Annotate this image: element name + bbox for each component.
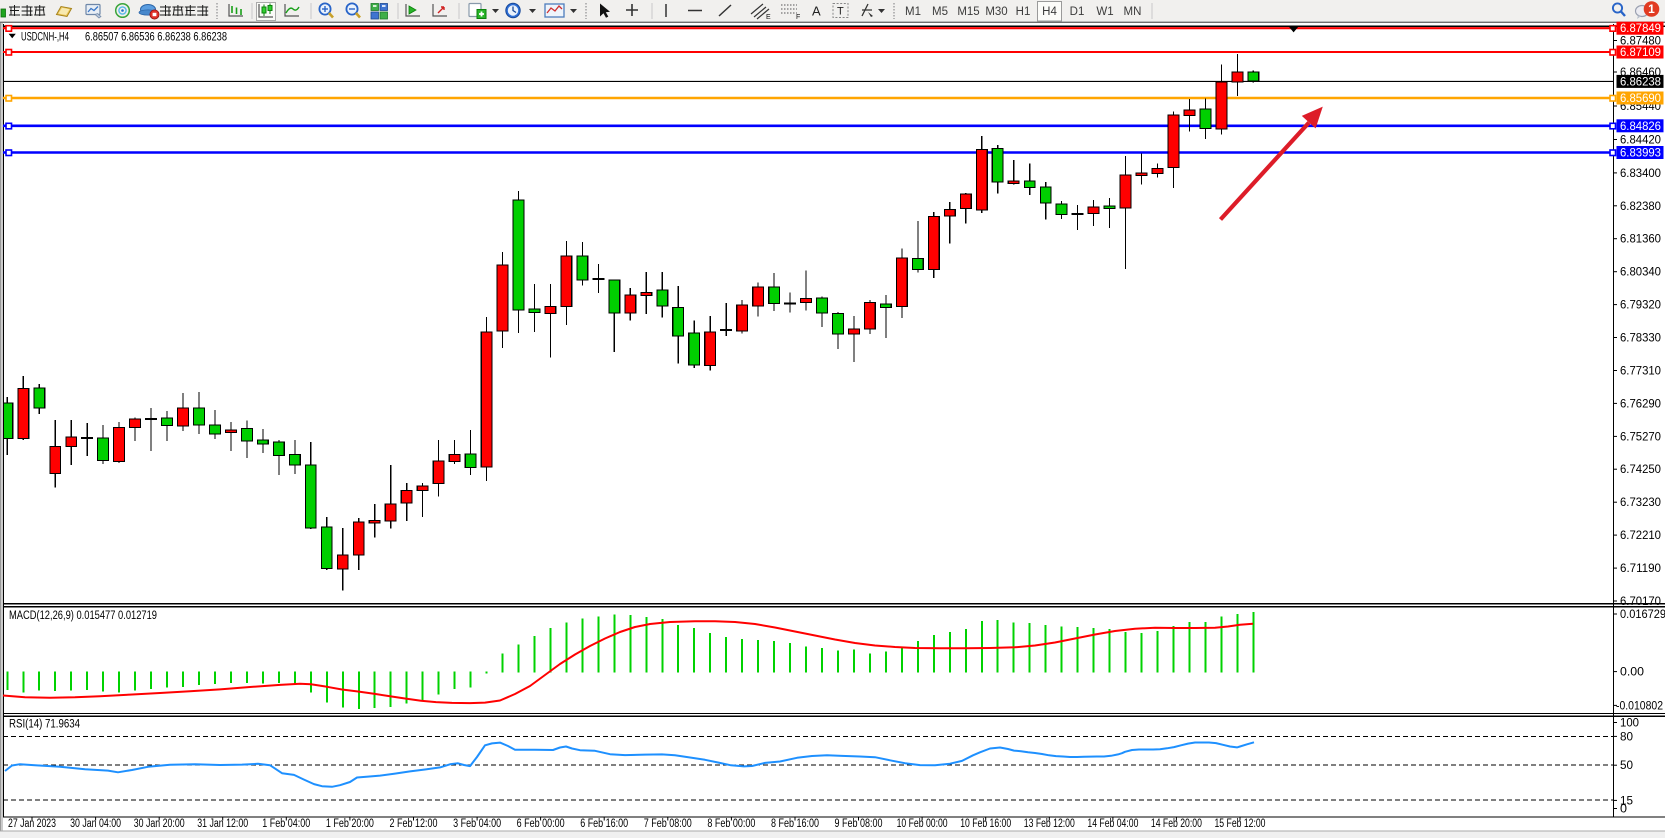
svg-text:M5: M5 bbox=[932, 6, 948, 18]
svg-text:27 Jan 2023: 27 Jan 2023 bbox=[8, 818, 56, 830]
svg-text:6.75270: 6.75270 bbox=[1620, 431, 1661, 443]
svg-text:MN: MN bbox=[1124, 6, 1142, 18]
svg-text:T: T bbox=[837, 6, 844, 18]
svg-text:6.79320: 6.79320 bbox=[1620, 300, 1661, 312]
svg-text:6.70170: 6.70170 bbox=[1620, 596, 1661, 608]
svg-text:D1: D1 bbox=[1070, 6, 1085, 18]
svg-text:6.74250: 6.74250 bbox=[1620, 464, 1661, 476]
svg-text:MACD(12,26,9) 0.015477 0.01271: MACD(12,26,9) 0.015477 0.012719 bbox=[9, 610, 157, 622]
svg-text:15 Feb 12:00: 15 Feb 12:00 bbox=[1215, 818, 1266, 830]
svg-text:80: 80 bbox=[1620, 731, 1633, 743]
svg-text:7 Feb 08:00: 7 Feb 08:00 bbox=[644, 818, 692, 830]
svg-text:M15: M15 bbox=[957, 6, 979, 18]
svg-text:10 Feb 16:00: 10 Feb 16:00 bbox=[960, 818, 1011, 830]
svg-text:10 Feb 00:00: 10 Feb 00:00 bbox=[897, 818, 948, 830]
svg-text:M1: M1 bbox=[905, 6, 921, 18]
svg-text:6.72210: 6.72210 bbox=[1620, 530, 1661, 542]
svg-text:6.83400: 6.83400 bbox=[1620, 168, 1661, 180]
svg-text:1 Feb 04:00: 1 Feb 04:00 bbox=[262, 818, 310, 830]
svg-text:E: E bbox=[766, 14, 771, 21]
svg-text:6.71190: 6.71190 bbox=[1620, 563, 1661, 575]
svg-text:50: 50 bbox=[1620, 760, 1633, 772]
svg-text:6.86238: 6.86238 bbox=[1620, 76, 1661, 88]
svg-text:6 Feb 00:00: 6 Feb 00:00 bbox=[517, 818, 565, 830]
svg-text:H4: H4 bbox=[1042, 6, 1057, 18]
svg-text:13 Feb 12:00: 13 Feb 12:00 bbox=[1024, 818, 1075, 830]
svg-text:2 Feb 12:00: 2 Feb 12:00 bbox=[390, 818, 438, 830]
svg-text:1: 1 bbox=[1648, 2, 1655, 16]
svg-text:6.84826: 6.84826 bbox=[1620, 121, 1661, 133]
svg-text:6.76290: 6.76290 bbox=[1620, 398, 1661, 410]
svg-text:6.87480: 6.87480 bbox=[1620, 36, 1661, 48]
svg-text:100: 100 bbox=[1620, 718, 1639, 730]
svg-text:1 Feb 20:00: 1 Feb 20:00 bbox=[326, 818, 374, 830]
svg-text:6.85690: 6.85690 bbox=[1620, 93, 1661, 105]
svg-text:14 Feb 20:00: 14 Feb 20:00 bbox=[1151, 818, 1202, 830]
svg-text:USDCNH-,H4: USDCNH-,H4 bbox=[21, 32, 69, 44]
svg-text:6 Feb 16:00: 6 Feb 16:00 bbox=[580, 818, 628, 830]
svg-text:6.73230: 6.73230 bbox=[1620, 497, 1661, 509]
svg-text:30 Jan 04:00: 30 Jan 04:00 bbox=[70, 818, 121, 830]
svg-text:8 Feb 00:00: 8 Feb 00:00 bbox=[707, 818, 755, 830]
svg-text:0.00: 0.00 bbox=[1620, 667, 1644, 679]
svg-text:A: A bbox=[812, 4, 821, 19]
svg-text:3 Feb 04:00: 3 Feb 04:00 bbox=[453, 818, 501, 830]
svg-text:30 Jan 20:00: 30 Jan 20:00 bbox=[134, 818, 185, 830]
svg-text:31 Jan 12:00: 31 Jan 12:00 bbox=[197, 818, 248, 830]
svg-text:H1: H1 bbox=[1016, 6, 1031, 18]
svg-text:W1: W1 bbox=[1096, 6, 1113, 18]
svg-text:6.87109: 6.87109 bbox=[1620, 47, 1661, 59]
svg-text:15: 15 bbox=[1620, 795, 1633, 807]
svg-text:6.82380: 6.82380 bbox=[1620, 201, 1661, 213]
svg-text:14 Feb 04:00: 14 Feb 04:00 bbox=[1087, 818, 1138, 830]
svg-text:6.80340: 6.80340 bbox=[1620, 267, 1661, 279]
svg-text:6.83993: 6.83993 bbox=[1620, 148, 1661, 160]
svg-text:6.81360: 6.81360 bbox=[1620, 234, 1661, 246]
svg-text:9 Feb 08:00: 9 Feb 08:00 bbox=[835, 818, 883, 830]
svg-text:RSI(14) 71.9634: RSI(14) 71.9634 bbox=[9, 719, 81, 731]
svg-text:M30: M30 bbox=[985, 6, 1007, 18]
svg-text:F: F bbox=[796, 14, 800, 21]
svg-text:6.78330: 6.78330 bbox=[1620, 333, 1661, 345]
svg-text:0.016729: 0.016729 bbox=[1620, 609, 1665, 621]
svg-text:6.84420: 6.84420 bbox=[1620, 135, 1661, 147]
svg-text:0: 0 bbox=[1620, 804, 1627, 816]
svg-text:6.86507 6.86536 6.86238 6.8623: 6.86507 6.86536 6.86238 6.86238 bbox=[85, 32, 227, 44]
svg-text:8 Feb 16:00: 8 Feb 16:00 bbox=[771, 818, 819, 830]
svg-text:-0.010802: -0.010802 bbox=[1616, 700, 1663, 712]
svg-text:6.87849: 6.87849 bbox=[1620, 23, 1661, 35]
svg-text:6.77310: 6.77310 bbox=[1620, 366, 1661, 378]
